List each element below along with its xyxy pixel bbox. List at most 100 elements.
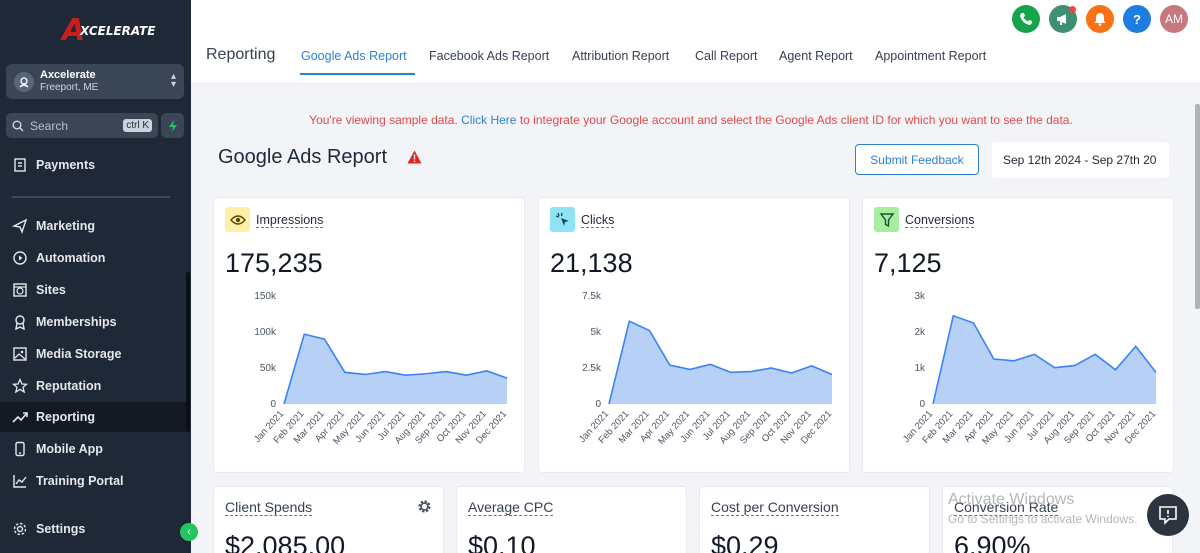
sidebar-item-reporting[interactable]: Reporting bbox=[0, 402, 186, 432]
gear-icon bbox=[13, 522, 27, 536]
data-point[interactable] bbox=[1073, 363, 1077, 367]
data-point[interactable] bbox=[282, 402, 286, 406]
average-cpc-label[interactable]: Average CPC bbox=[468, 499, 554, 516]
sidebar-item-memberships[interactable]: Memberships bbox=[0, 307, 186, 337]
data-point[interactable] bbox=[323, 337, 327, 341]
sidebar: A XCELERATE Axcelerate Freeport, ME ▴ ▾ S… bbox=[0, 0, 191, 553]
data-point[interactable] bbox=[668, 363, 672, 367]
data-point[interactable] bbox=[1093, 352, 1097, 356]
star-icon bbox=[12, 378, 28, 394]
data-point[interactable] bbox=[972, 321, 976, 325]
data-point[interactable] bbox=[749, 370, 753, 374]
clicks-label[interactable]: Clicks bbox=[581, 213, 615, 228]
sidebar-item-sites[interactable]: Sites bbox=[0, 275, 186, 305]
data-point[interactable] bbox=[931, 402, 935, 406]
data-point[interactable] bbox=[729, 370, 733, 374]
call-button[interactable] bbox=[1012, 5, 1040, 33]
data-point[interactable] bbox=[444, 370, 448, 374]
data-point[interactable] bbox=[1154, 370, 1158, 374]
data-point[interactable] bbox=[343, 370, 347, 374]
data-point[interactable] bbox=[789, 371, 793, 375]
data-point[interactable] bbox=[363, 372, 367, 376]
tab-attribution-report[interactable]: Attribution Report bbox=[572, 49, 670, 63]
sidebar-item-label: Training Portal bbox=[36, 474, 124, 488]
chat-widget-button[interactable] bbox=[1147, 494, 1189, 536]
data-point[interactable] bbox=[464, 373, 468, 377]
sidebar-item-settings[interactable]: Settings bbox=[0, 514, 186, 544]
sample-data-notice: You're viewing sample data. Click Here t… bbox=[191, 113, 1191, 127]
data-point[interactable] bbox=[383, 370, 387, 374]
announcements-button[interactable] bbox=[1049, 5, 1077, 33]
data-point[interactable] bbox=[1012, 359, 1016, 363]
collapse-sidebar-button[interactable]: ‹ bbox=[180, 523, 198, 541]
y-tick-label: 0 bbox=[595, 399, 601, 410]
top-header: ? AM Reporting Google Ads Report Faceboo… bbox=[191, 0, 1200, 84]
sidebar-item-training-portal[interactable]: Training Portal bbox=[0, 466, 186, 496]
chevron-updown-icon: ▴ ▾ bbox=[170, 71, 176, 90]
data-point[interactable] bbox=[1032, 352, 1036, 356]
date-range-picker[interactable]: Sep 12th 2024 - Sep 27th 20 bbox=[992, 142, 1169, 178]
data-point[interactable] bbox=[1113, 368, 1117, 372]
data-point[interactable] bbox=[607, 402, 611, 406]
lightning-icon bbox=[168, 119, 177, 132]
sidebar-item-media-storage[interactable]: Media Storage bbox=[0, 339, 186, 369]
avatar[interactable]: AM bbox=[1160, 5, 1188, 33]
sidebar-item-automation[interactable]: Automation bbox=[0, 243, 186, 273]
data-point[interactable] bbox=[627, 319, 631, 323]
data-point[interactable] bbox=[708, 362, 712, 366]
submit-feedback-button[interactable]: Submit Feedback bbox=[855, 144, 979, 175]
quick-action-button[interactable] bbox=[161, 113, 184, 138]
trend-icon bbox=[12, 412, 28, 423]
client-spends-label[interactable]: Client Spends bbox=[225, 499, 313, 516]
sidebar-item-label: Memberships bbox=[36, 315, 117, 329]
gear-icon[interactable] bbox=[417, 499, 432, 514]
notice-suffix: to integrate your Google account and sel… bbox=[519, 113, 1073, 127]
integrate-link[interactable]: Click Here bbox=[461, 113, 517, 127]
conversion-rate-label[interactable]: Conversion Rate bbox=[954, 499, 1059, 516]
sidebar-scrollbar[interactable] bbox=[186, 272, 190, 432]
tab-appointment-report[interactable]: Appointment Report bbox=[875, 49, 987, 63]
search-input[interactable]: Search ctrl K bbox=[6, 113, 158, 138]
page-scrollbar[interactable] bbox=[1195, 104, 1200, 309]
series-line bbox=[608, 320, 833, 405]
data-point[interactable] bbox=[424, 372, 428, 376]
sidebar-item-reputation[interactable]: Reputation bbox=[0, 371, 186, 401]
tab-google-ads-report[interactable]: Google Ads Report bbox=[301, 49, 407, 63]
tab-agent-report[interactable]: Agent Report bbox=[779, 49, 853, 63]
data-point[interactable] bbox=[505, 376, 509, 380]
data-point[interactable] bbox=[648, 329, 652, 333]
search-placeholder: Search bbox=[30, 118, 69, 133]
active-tab-indicator bbox=[300, 73, 415, 75]
data-point[interactable] bbox=[1053, 366, 1057, 370]
data-point[interactable] bbox=[992, 357, 996, 361]
sidebar-item-marketing[interactable]: Marketing bbox=[0, 211, 186, 241]
clicks-value: 21,138 bbox=[550, 248, 633, 278]
area-fill bbox=[609, 321, 832, 404]
sidebar-item-payments[interactable]: Payments bbox=[0, 150, 186, 180]
account-switcher[interactable]: Axcelerate Freeport, ME ▴ ▾ bbox=[6, 64, 184, 99]
impressions-label[interactable]: Impressions bbox=[256, 213, 324, 228]
conversions-value: 7,125 bbox=[874, 248, 942, 278]
conversions-label[interactable]: Conversions bbox=[905, 213, 975, 228]
data-point[interactable] bbox=[951, 314, 955, 318]
help-button[interactable]: ? bbox=[1123, 5, 1151, 33]
tab-call-report[interactable]: Call Report bbox=[695, 49, 758, 63]
send-icon bbox=[12, 218, 28, 234]
data-point[interactable] bbox=[404, 373, 408, 377]
brand-logo[interactable]: A XCELERATE bbox=[62, 13, 156, 48]
data-point[interactable] bbox=[688, 367, 692, 371]
series-line bbox=[283, 333, 508, 405]
notifications-button[interactable] bbox=[1086, 5, 1114, 33]
chevron-left-icon: ‹ bbox=[187, 526, 191, 538]
data-point[interactable] bbox=[830, 372, 834, 376]
data-point[interactable] bbox=[1134, 344, 1138, 348]
warning-icon[interactable] bbox=[407, 150, 422, 164]
data-point[interactable] bbox=[302, 332, 306, 336]
data-point[interactable] bbox=[769, 366, 773, 370]
data-point[interactable] bbox=[810, 364, 814, 368]
data-point[interactable] bbox=[485, 369, 489, 373]
sidebar-item-mobile-app[interactable]: Mobile App bbox=[0, 434, 186, 464]
tab-facebook-ads-report[interactable]: Facebook Ads Report bbox=[429, 49, 550, 63]
avatar-initials: AM bbox=[1165, 12, 1183, 26]
cost-per-conversion-label[interactable]: Cost per Conversion bbox=[711, 499, 839, 516]
